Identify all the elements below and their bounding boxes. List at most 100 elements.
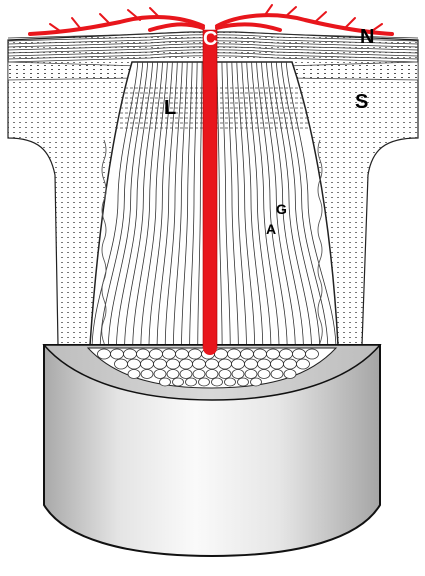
vessel-branch [284,6,297,18]
axon-fiber [197,62,203,345]
axon-fiber [256,62,288,345]
vessel-branch [215,13,394,36]
glial-cell [240,348,254,360]
glial-cell [305,348,319,360]
glial-cell [166,358,180,370]
glial-cell [224,377,236,387]
glial-cell [283,369,297,379]
glial-cell [270,369,284,379]
glial-cell [192,369,206,379]
axon-fiber [164,62,183,345]
glial-cell [162,348,176,360]
glial-cell [257,358,271,370]
glial-cell [270,358,284,370]
vessel-branch [314,11,327,23]
glial-cell [253,348,267,360]
glial-cell [114,358,128,370]
vessel-branch [149,7,161,19]
vessel-branch [264,4,273,16]
glial-cell [227,348,241,360]
glial-cell [266,348,280,360]
axon-fiber [132,62,164,345]
glial-cell [250,377,262,387]
axon-fiber [241,62,264,345]
glial-cell [192,358,206,370]
glial-cell [110,348,124,360]
vessel-branch [344,17,356,29]
glial-cell [123,348,137,360]
glial-cells [97,348,319,387]
glial-cell [185,377,197,387]
glial-cell [211,377,223,387]
vessel-branch [148,22,205,32]
glial-cell [153,358,167,370]
glial-cell [237,377,249,387]
glial-cell [292,348,306,360]
label-n: N [360,26,374,48]
axon-fiber [181,62,193,345]
vessel-branch [71,17,81,29]
glial-cell [136,348,150,360]
axon-fiber [140,62,168,345]
central-artery [202,29,218,349]
glial-cell [279,348,293,360]
vessel-branch [28,15,205,36]
label-g: G [276,201,287,217]
axon-fiber [280,62,329,345]
axon-fiber [270,62,312,345]
axon-fiber [107,62,149,345]
glial-cell [283,358,297,370]
glial-cell [218,369,232,379]
glial-cell [140,358,154,370]
vessel-branch [99,13,111,25]
glial-cell [205,369,219,379]
vessel-branch [215,22,282,32]
axon-fiber [251,62,280,345]
glial-cell [127,369,141,379]
glial-cell [149,348,163,360]
axon-fiber [226,62,239,345]
vessel-branch [127,9,141,21]
central-retinal-vessels [28,4,394,36]
label-a: A [266,221,276,237]
vessel-root-dot [203,341,217,355]
axon-fiber [275,62,321,345]
glial-cell [244,369,258,379]
axon-fiber [172,62,188,345]
axon-fiber [265,62,304,345]
glial-cell [231,358,245,370]
axon-fiber [156,62,178,345]
axon-fiber [285,62,337,345]
axon-fiber [216,62,223,345]
glial-cell [198,377,210,387]
label-c: C [203,28,217,50]
label-l: L [164,97,176,119]
myelinated-nerve-segment [43,344,381,558]
axon-fiber [260,62,296,345]
label-s: S [355,91,368,113]
glial-cell [166,369,180,379]
glial-cell [205,358,219,370]
glial-cell [175,348,189,360]
right-sheath-edge [317,139,323,361]
axon-fiber [246,62,272,345]
glial-cell [218,358,232,370]
glial-cell [257,369,271,379]
left-sheath-edge [101,139,107,361]
axon-fiber [124,62,159,345]
axon-fiber [221,62,231,345]
glial-cell [188,348,202,360]
glial-cell [159,377,171,387]
glial-cell [172,377,184,387]
glial-cell [179,358,193,370]
axon-fiber [236,62,256,345]
axon-fiber [189,62,198,345]
glial-cell [97,348,111,360]
glial-cell [296,358,310,370]
axon-fibers [91,62,337,345]
axon-fiber [231,62,247,345]
axon-fiber [116,62,154,345]
glial-cell [153,369,167,379]
glial-cell [231,369,245,379]
